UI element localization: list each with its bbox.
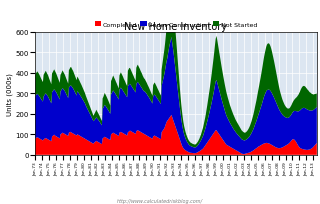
Legend: Completed, Under Construction, Not Started: Completed, Under Construction, Not Start… [92, 20, 260, 30]
Text: http://www.calculatedriskblog.com/: http://www.calculatedriskblog.com/ [117, 198, 203, 203]
Y-axis label: Units (000s): Units (000s) [6, 72, 13, 115]
Title: New Home Inventory: New Home Inventory [124, 22, 228, 32]
